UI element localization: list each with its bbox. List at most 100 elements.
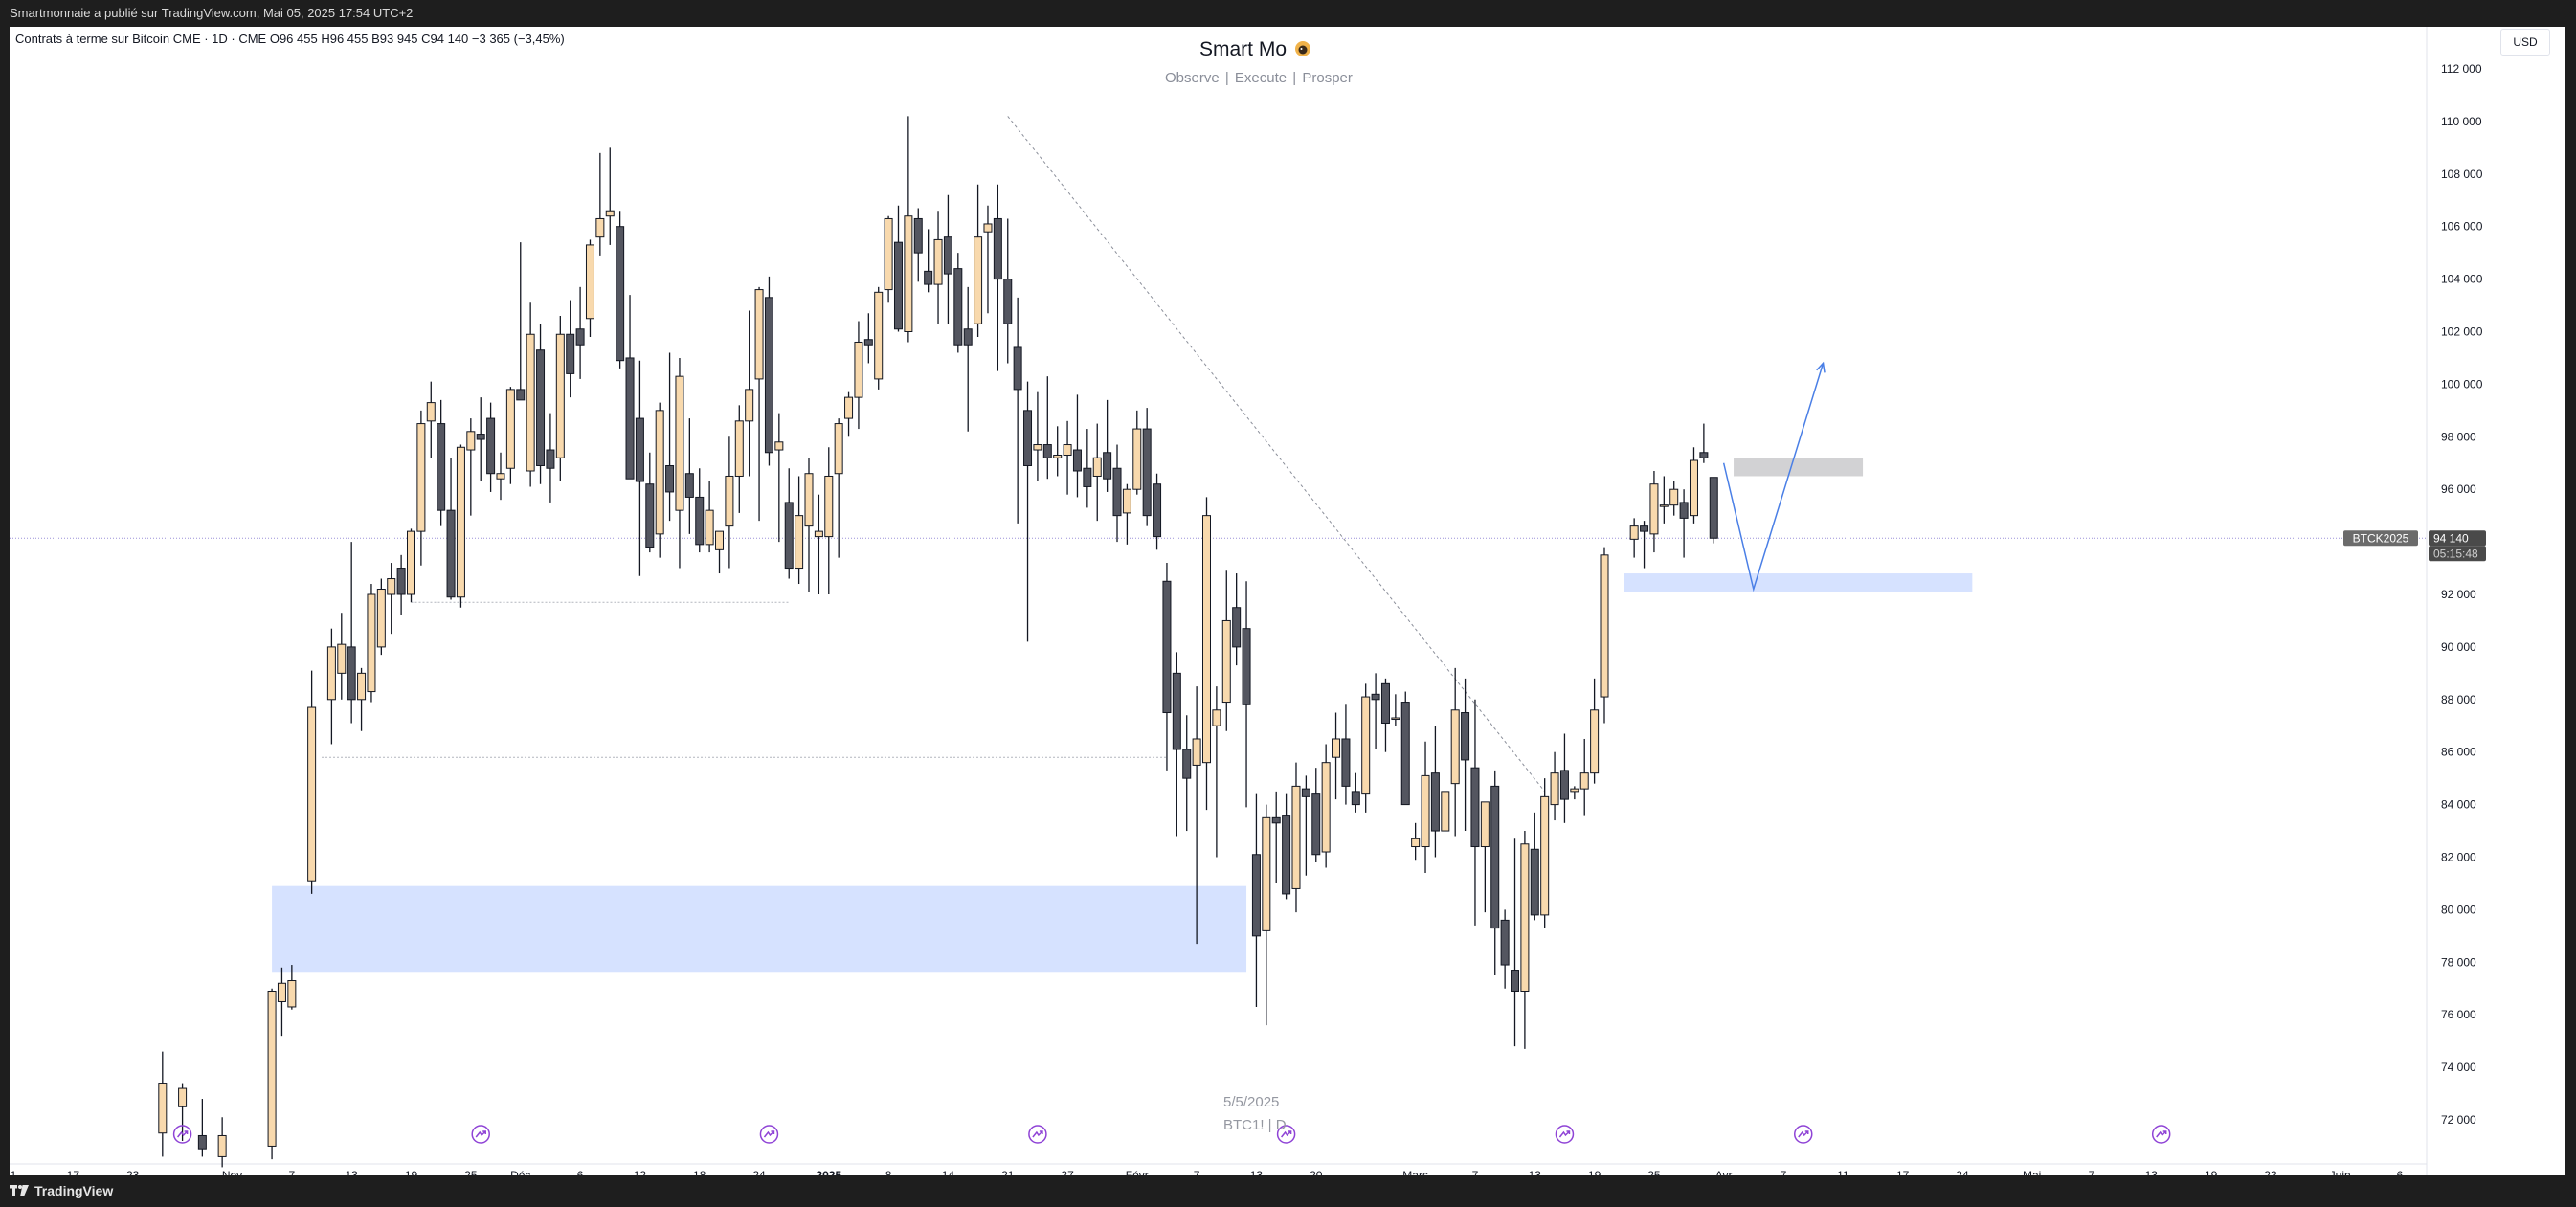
candle-body	[1421, 774, 1430, 848]
event-marker-icon[interactable]	[1555, 1125, 1575, 1144]
candle-body	[595, 217, 605, 238]
candle-body	[943, 236, 952, 275]
y-tick-label: 108 000	[2441, 168, 2483, 181]
candle-body	[476, 434, 485, 440]
x-tick-label: Févr	[1126, 1169, 1149, 1175]
symbol-header: Contrats à terme sur Bitcoin CME · 1D · …	[15, 32, 565, 46]
candle-body	[575, 328, 585, 346]
last-price-label: 94 140	[2433, 531, 2469, 545]
candle-body	[1332, 738, 1341, 758]
candle-body	[1311, 793, 1321, 856]
y-tick-label: 86 000	[2441, 746, 2476, 759]
candle-body	[337, 643, 347, 674]
candle-body	[675, 375, 684, 511]
tradingview-logo-text: TradingView	[34, 1183, 114, 1198]
candle-body	[1640, 525, 1649, 532]
event-marker-icon[interactable]	[2151, 1125, 2171, 1144]
event-marker-glyph	[1798, 1130, 1809, 1138]
x-tick-label: 11	[1837, 1169, 1849, 1175]
y-tick-label: 106 000	[2441, 220, 2483, 234]
y-tick-label: 100 000	[2441, 377, 2483, 391]
candle-body	[1530, 848, 1539, 916]
x-tick-label: 19	[2205, 1169, 2218, 1175]
candle-body	[486, 417, 496, 475]
event-marker-ring	[1276, 1125, 1296, 1144]
candle-body	[863, 339, 873, 346]
candle-body	[1182, 749, 1192, 779]
y-tick-label: 92 000	[2441, 588, 2476, 601]
candle-body	[1122, 488, 1131, 514]
x-tick-label: 13	[1250, 1169, 1264, 1175]
event-marker-icon[interactable]	[1276, 1125, 1296, 1144]
candle-body	[197, 1134, 207, 1150]
candle-body	[1221, 619, 1231, 704]
candle-body	[326, 646, 336, 701]
candle-body	[854, 341, 863, 398]
candle-body	[387, 578, 396, 595]
candle-body	[307, 706, 317, 882]
candles-group	[158, 116, 1718, 1168]
x-tick-label: 12	[634, 1169, 647, 1175]
candle-body	[1391, 717, 1400, 721]
candle-body	[1112, 467, 1122, 517]
event-marker-glyph	[1281, 1130, 1292, 1138]
x-tick-label: 24	[752, 1169, 766, 1175]
candle-body	[217, 1134, 227, 1157]
countdown-label: 05:15:48	[2433, 547, 2478, 560]
event-marker-icon[interactable]	[1794, 1125, 1813, 1144]
candle-body	[893, 241, 903, 330]
x-tick-label: 19	[405, 1169, 418, 1175]
candle-body	[705, 509, 714, 546]
candle-body	[1023, 410, 1033, 466]
candle-body	[734, 420, 744, 477]
event-marker-ring	[1028, 1125, 1047, 1144]
candle-body	[1520, 843, 1530, 992]
candle-body	[764, 297, 773, 454]
chart-canvas[interactable]: 72 000 74 000 76 000 78 000 80 000 82 000 84 0…	[10, 27, 2565, 1175]
candle-body	[1172, 672, 1181, 750]
x-tick-label: 19	[1588, 1169, 1602, 1175]
publish-text: Smartmonnaie a publié sur TradingView.co…	[10, 6, 414, 20]
candle-body	[1153, 483, 1162, 538]
candle-body	[605, 210, 615, 217]
event-marker-ring	[172, 1125, 192, 1144]
candle-body	[367, 593, 376, 693]
candle-body	[963, 328, 973, 346]
x-tick-label: 14	[942, 1169, 955, 1175]
x-tick-label: 1	[11, 1169, 17, 1175]
candle-body	[1441, 791, 1450, 832]
event-marker-icon[interactable]	[759, 1125, 779, 1144]
candle-body	[1590, 709, 1600, 774]
candle-body	[1033, 444, 1042, 451]
event-marker-icon[interactable]	[1028, 1125, 1047, 1144]
tradingview-logo[interactable]: TradingView	[10, 1183, 113, 1198]
candle-body	[1540, 795, 1550, 916]
projection-path	[1722, 363, 1825, 592]
x-tick-label: Avr	[1715, 1169, 1733, 1175]
event-marker-icon[interactable]	[471, 1125, 490, 1144]
x-tick-label: 25	[464, 1169, 478, 1175]
candle-body	[1092, 457, 1102, 477]
y-tick-label: 112 000	[2441, 62, 2482, 76]
candle-body	[1669, 488, 1679, 506]
candle-body	[347, 646, 356, 701]
candle-body	[1470, 767, 1480, 848]
y-tick-label: 76 000	[2441, 1008, 2476, 1021]
candle-body	[1380, 682, 1390, 725]
y-tick-label: 80 000	[2441, 903, 2476, 916]
x-tick-label: 23	[126, 1169, 140, 1175]
candle-body	[466, 431, 476, 451]
currency-selector[interactable]: USD	[2500, 29, 2550, 56]
y-tick-label: 102 000	[2441, 325, 2483, 339]
supply-zone	[1734, 458, 1864, 477]
candle-body	[1570, 788, 1579, 793]
event-marker-icon[interactable]	[172, 1125, 192, 1144]
candle-body	[1550, 772, 1559, 806]
candle-body	[416, 423, 426, 532]
candle-body	[824, 475, 834, 538]
event-marker-glyph	[475, 1130, 486, 1138]
y-tick-label: 96 000	[2441, 482, 2476, 496]
author-title: Smart Mo	[1199, 38, 1311, 61]
candle-body	[277, 982, 286, 1002]
candle-body	[974, 236, 983, 324]
